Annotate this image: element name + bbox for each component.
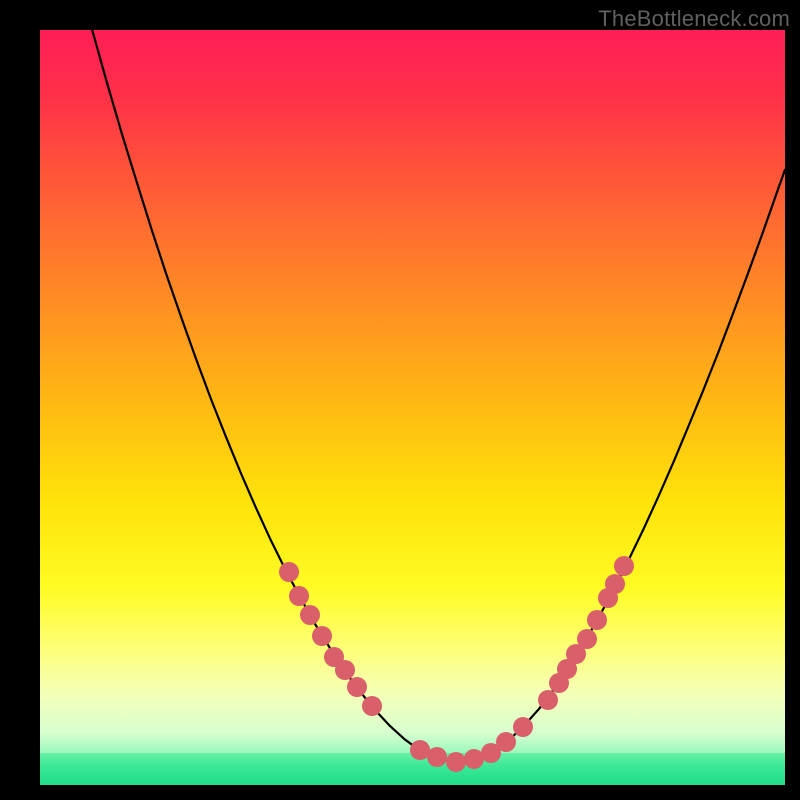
data-point-dot [538, 690, 558, 710]
chart-frame: TheBottleneck.com [0, 0, 800, 800]
data-point-dot [605, 574, 625, 594]
data-point-dot [513, 717, 533, 737]
data-point-dot [496, 732, 516, 752]
data-point-dot [300, 605, 320, 625]
data-point-dot [362, 696, 382, 716]
data-point-dot [347, 677, 367, 697]
data-point-dot [587, 610, 607, 630]
watermark-label: TheBottleneck.com [598, 6, 790, 32]
data-point-dot [279, 562, 299, 582]
data-point-dot [614, 556, 634, 576]
data-point-dot [427, 747, 447, 767]
data-point-dot [446, 752, 466, 772]
data-point-dot [289, 586, 309, 606]
data-point-dot [312, 626, 332, 646]
plot-area [40, 30, 785, 785]
data-point-dot [577, 629, 597, 649]
dots-layer [40, 30, 785, 785]
